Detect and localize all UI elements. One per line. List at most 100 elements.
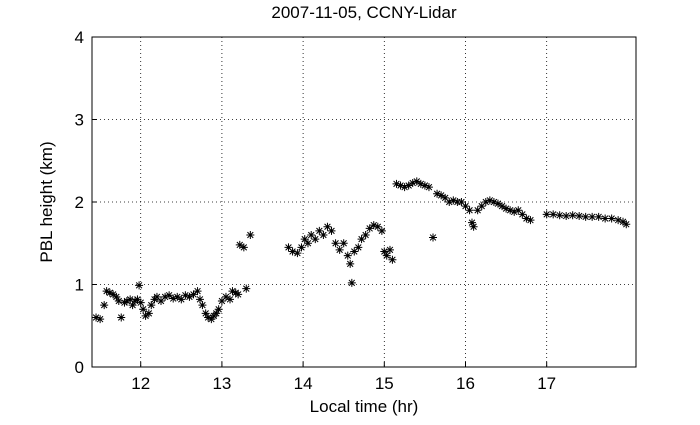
marker <box>365 224 374 233</box>
marker <box>117 313 126 322</box>
marker <box>217 297 226 305</box>
marker <box>449 196 458 205</box>
marker <box>214 305 223 314</box>
marker <box>416 179 425 188</box>
marker <box>228 287 237 296</box>
x-tick-label: 15 <box>375 374 394 393</box>
y-tick-label: 3 <box>75 111 84 130</box>
marker <box>323 222 332 231</box>
marker <box>189 290 198 299</box>
marker <box>461 202 470 211</box>
chart-title: 2007-11-05, CCNY-Lidar <box>271 3 457 22</box>
marker <box>457 198 466 206</box>
marker <box>193 287 202 296</box>
marker <box>601 214 610 223</box>
marker <box>502 204 511 213</box>
marker <box>126 295 135 304</box>
marker <box>242 284 251 293</box>
marker <box>408 179 417 188</box>
marker <box>120 298 129 307</box>
x-tick-label: 16 <box>456 374 475 393</box>
marker <box>288 247 297 256</box>
marker <box>467 218 476 227</box>
marker <box>319 231 328 239</box>
marker <box>493 199 502 208</box>
marker <box>465 206 474 215</box>
marker <box>469 222 478 231</box>
marker <box>477 202 486 211</box>
marker <box>96 315 105 324</box>
marker <box>201 309 210 318</box>
marker <box>311 235 320 244</box>
marker <box>307 231 316 239</box>
marker <box>331 239 340 248</box>
marker <box>433 189 442 198</box>
marker <box>542 210 551 219</box>
marker <box>354 243 363 252</box>
marker <box>404 181 413 190</box>
marker <box>489 198 498 206</box>
marker <box>481 198 490 206</box>
marker <box>549 210 558 219</box>
marker <box>157 297 166 305</box>
marker <box>377 226 386 235</box>
y-tick-label: 1 <box>75 276 84 295</box>
marker <box>315 226 324 235</box>
marker <box>133 295 142 304</box>
marker <box>135 281 144 290</box>
marker <box>92 313 101 322</box>
marker <box>369 221 378 230</box>
marker <box>518 210 527 219</box>
marker <box>392 179 401 188</box>
marker <box>284 243 293 252</box>
marker <box>144 309 153 318</box>
marker <box>136 298 145 307</box>
marker <box>473 206 482 215</box>
x-tick-label: 17 <box>537 374 556 393</box>
y-tick-label: 0 <box>75 358 84 377</box>
marker <box>303 239 312 248</box>
marker <box>382 251 391 260</box>
marker <box>514 206 523 215</box>
marker <box>396 181 405 190</box>
marker <box>221 292 230 301</box>
marker <box>420 181 429 190</box>
marker <box>424 183 433 192</box>
marker <box>412 177 421 186</box>
marker <box>498 202 507 211</box>
marker <box>437 191 446 200</box>
marker <box>619 217 628 226</box>
marker <box>485 196 494 205</box>
marker <box>568 211 577 220</box>
marker <box>346 259 355 268</box>
marker <box>581 212 590 221</box>
marker <box>522 214 531 223</box>
marker <box>594 212 603 221</box>
marker <box>169 294 178 303</box>
marker <box>102 287 111 296</box>
x-tick-label: 14 <box>294 374 313 393</box>
marker <box>161 292 170 301</box>
marker <box>361 231 370 239</box>
marker <box>562 212 571 221</box>
marker <box>181 291 190 300</box>
marker <box>526 216 535 225</box>
x-axis-label: Local time (hr) <box>310 397 419 416</box>
marker <box>445 198 454 206</box>
marker <box>388 255 397 264</box>
plot-frame <box>91 36 637 368</box>
marker <box>131 297 140 305</box>
marker <box>173 292 182 301</box>
marker <box>112 292 121 301</box>
marker <box>122 297 131 305</box>
marker <box>357 235 366 244</box>
marker <box>185 292 194 301</box>
marker <box>139 305 148 314</box>
marker <box>231 288 240 297</box>
marker <box>588 212 597 221</box>
y-tick-label: 4 <box>75 28 84 47</box>
marker <box>350 247 359 256</box>
marker <box>165 291 174 300</box>
marker <box>614 216 623 225</box>
